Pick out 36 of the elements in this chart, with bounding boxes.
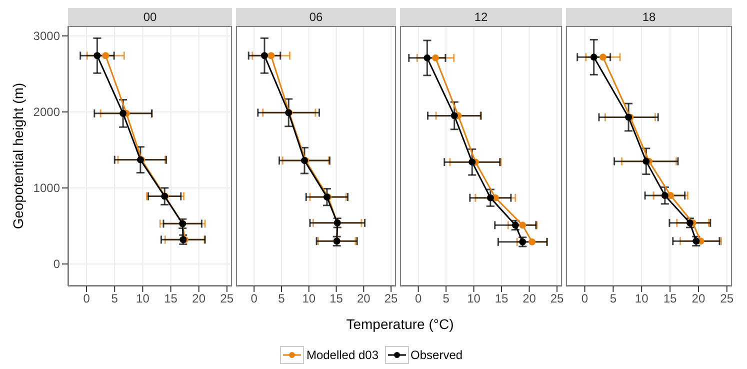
y-tick-label: 1000 bbox=[33, 181, 60, 196]
x-tick-label: 15 bbox=[663, 292, 678, 306]
x-tick-label: 20 bbox=[692, 292, 706, 306]
x-tick-label: 5 bbox=[111, 292, 118, 306]
x-tick-label: 25 bbox=[720, 292, 734, 306]
y-tick-label: 0 bbox=[53, 257, 60, 272]
x-tick-label: 15 bbox=[494, 292, 509, 306]
x-tick-label: 20 bbox=[522, 292, 536, 306]
x-tick-label: 0 bbox=[250, 292, 258, 306]
chart-title: 18 bbox=[566, 8, 732, 26]
legend-label: Modelled d03 bbox=[306, 348, 379, 362]
x-tick-label: 20 bbox=[356, 292, 371, 306]
x-tick-label: 25 bbox=[384, 292, 398, 306]
x-tick-label: 5 bbox=[610, 292, 617, 306]
y-tick-label: 3000 bbox=[33, 29, 60, 44]
chart-title: 12 bbox=[400, 8, 562, 26]
x-tick-label: 5 bbox=[442, 292, 450, 306]
x-tick-label: 0 bbox=[414, 292, 422, 306]
x-tick-label: 0 bbox=[83, 292, 90, 306]
x-tick-label: 15 bbox=[164, 292, 178, 306]
x-axis-title: Temperature (°C) bbox=[345, 316, 455, 332]
chart-title: 06 bbox=[236, 8, 396, 26]
y-tick-label: 2000 bbox=[33, 105, 60, 120]
x-tick-label: 15 bbox=[330, 292, 344, 306]
x-tick-label: 10 bbox=[467, 292, 481, 306]
x-tick-label: 10 bbox=[302, 292, 316, 306]
legend-label: Observed bbox=[410, 348, 463, 362]
x-tick-label: 25 bbox=[550, 292, 564, 306]
x-tick-label: 10 bbox=[634, 292, 649, 306]
x-tick-label: 0 bbox=[581, 292, 588, 306]
x-tick-label: 25 bbox=[220, 292, 234, 306]
x-tick-label: 10 bbox=[136, 292, 150, 306]
y-axis-title: Geopotential height (m) bbox=[10, 82, 26, 230]
x-tick-label: 20 bbox=[192, 292, 206, 306]
chart-title: 00 bbox=[68, 8, 232, 26]
x-tick-label: 5 bbox=[278, 292, 286, 306]
